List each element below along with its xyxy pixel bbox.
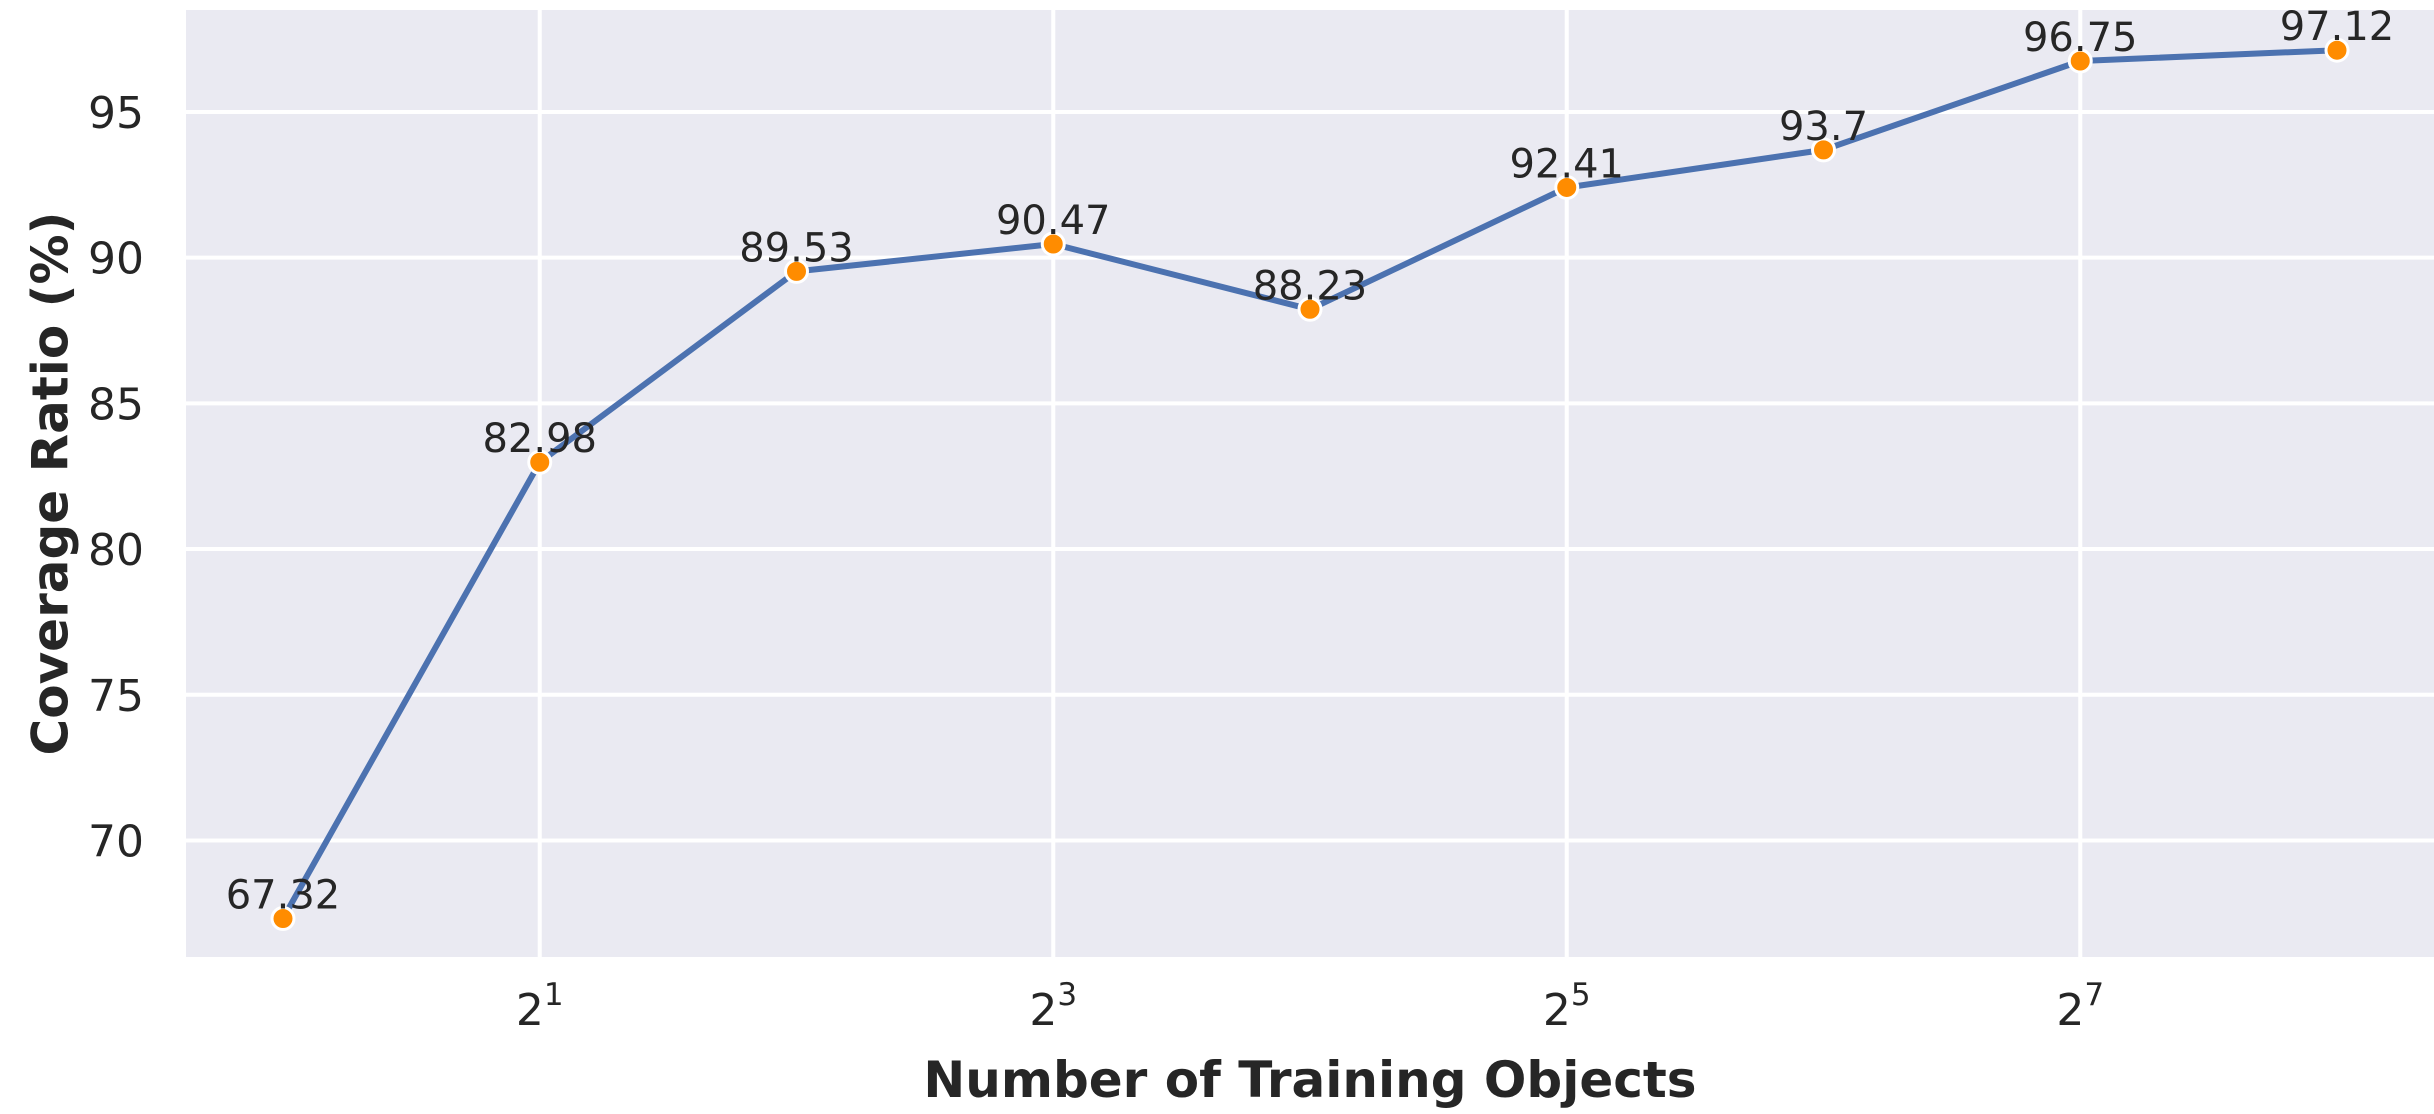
- x-tick-label: 21: [516, 977, 564, 1036]
- y-tick-label: 70: [88, 816, 144, 867]
- grid: [186, 10, 2434, 957]
- data-point: [2067, 48, 2093, 74]
- y-axis-title: Coverage Ratio (%): [22, 212, 80, 756]
- x-tick-label: 25: [1543, 977, 1591, 1036]
- data-label: 97.12: [2280, 4, 2395, 50]
- data-point: [527, 449, 553, 475]
- data-label: 89.53: [739, 225, 854, 271]
- data-label: 96.75: [2023, 15, 2138, 61]
- data-label: 88.23: [1253, 263, 1368, 309]
- data-label: 67.32: [226, 873, 341, 919]
- data-point: [270, 906, 296, 932]
- x-axis-title: Number of Training Objects: [923, 1051, 1696, 1109]
- y-tick-label: 95: [88, 88, 144, 139]
- data-point: [1554, 174, 1580, 200]
- data-point: [1040, 231, 1066, 257]
- series: [270, 37, 2350, 932]
- data-label: 93.7: [1779, 104, 1868, 150]
- data-point: [1811, 137, 1836, 163]
- data-point: [1297, 296, 1323, 322]
- plot-area: [186, 10, 2434, 957]
- x-tick-label: 23: [1029, 977, 1077, 1036]
- data-labels: 67.32 82.98 89.53 90.47 88.23 92.41 93.7 96.75 9…: [226, 4, 2395, 918]
- y-tick-label: 80: [88, 525, 144, 576]
- data-point: [784, 258, 809, 284]
- x-tick-label: 27: [2056, 977, 2104, 1036]
- data-point: [2324, 37, 2350, 63]
- y-tick-label: 90: [88, 234, 144, 285]
- y-tick-label: 75: [88, 671, 144, 722]
- data-label: 90.47: [996, 198, 1111, 244]
- y-tick-label: 85: [88, 379, 144, 430]
- data-label: 92.41: [1509, 141, 1624, 187]
- data-label: 82.98: [482, 416, 597, 462]
- axis-ticks: 70 75 80 85 90 95 21 23 25 27: [88, 88, 2104, 1036]
